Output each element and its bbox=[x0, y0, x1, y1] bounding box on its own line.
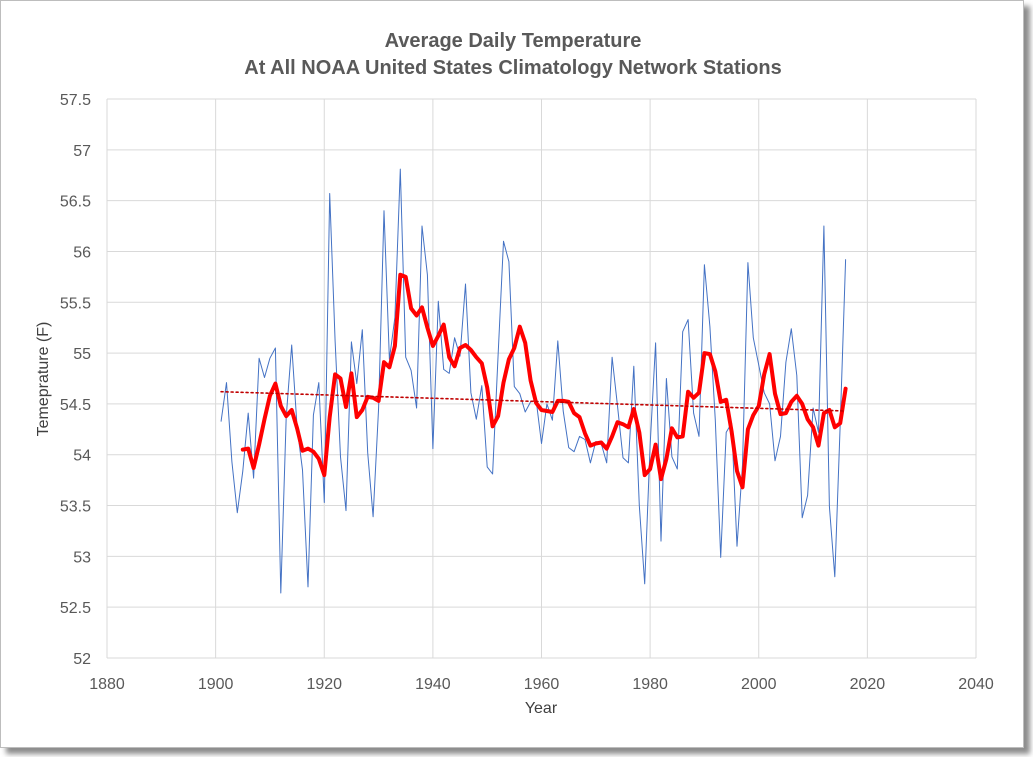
x-tick-label: 1960 bbox=[524, 676, 560, 693]
x-tick-label: 2000 bbox=[741, 676, 777, 693]
trend-line bbox=[220, 390, 847, 412]
y-tick-label: 53 bbox=[73, 549, 91, 566]
series-lines bbox=[220, 168, 848, 594]
chart-svg: Average Daily Temperature At All NOAA Un… bbox=[35, 30, 994, 717]
y-tick-label: 57 bbox=[73, 143, 91, 160]
annual-temperature-line bbox=[220, 168, 847, 594]
chart-title: Average Daily Temperature bbox=[385, 30, 642, 52]
x-tick-label: 1940 bbox=[415, 676, 451, 693]
y-tick-label: 56 bbox=[73, 244, 91, 261]
y-tick-label: 54 bbox=[73, 448, 91, 465]
x-tick-label: 1880 bbox=[89, 676, 125, 693]
x-tick-label: 1920 bbox=[306, 676, 342, 693]
x-axis-label: Year bbox=[525, 700, 558, 717]
y-tick-label: 54.5 bbox=[60, 397, 91, 414]
y-tick-label: 57.5 bbox=[60, 92, 91, 109]
chart-frame: Average Daily Temperature At All NOAA Un… bbox=[0, 0, 1024, 748]
running-mean-line bbox=[240, 272, 848, 490]
y-tick-label: 52 bbox=[73, 651, 91, 668]
x-tick-label: 1980 bbox=[632, 676, 668, 693]
y-tick-label: 55.5 bbox=[60, 295, 91, 312]
y-tick-label: 52.5 bbox=[60, 600, 91, 617]
x-tick-labels: 1880 1900 1920 1940 1960 1980 2000 2020 2040 bbox=[89, 676, 994, 693]
y-axis-label: Temeprature (F) bbox=[35, 322, 52, 437]
grid-lines bbox=[106, 98, 977, 659]
y-tick-label: 53.5 bbox=[60, 499, 91, 516]
x-tick-label: 1900 bbox=[198, 676, 234, 693]
chart-subtitle: At All NOAA United States Climatology Ne… bbox=[244, 57, 781, 79]
y-tick-label: 55 bbox=[73, 346, 91, 363]
y-tick-label: 56.5 bbox=[60, 194, 91, 211]
x-tick-label: 2040 bbox=[958, 676, 994, 693]
y-tick-labels: 52 52.5 53 53.5 54 54.5 55 55.5 56 56.5 57 57.5 bbox=[60, 92, 91, 668]
x-tick-label: 2020 bbox=[850, 676, 886, 693]
